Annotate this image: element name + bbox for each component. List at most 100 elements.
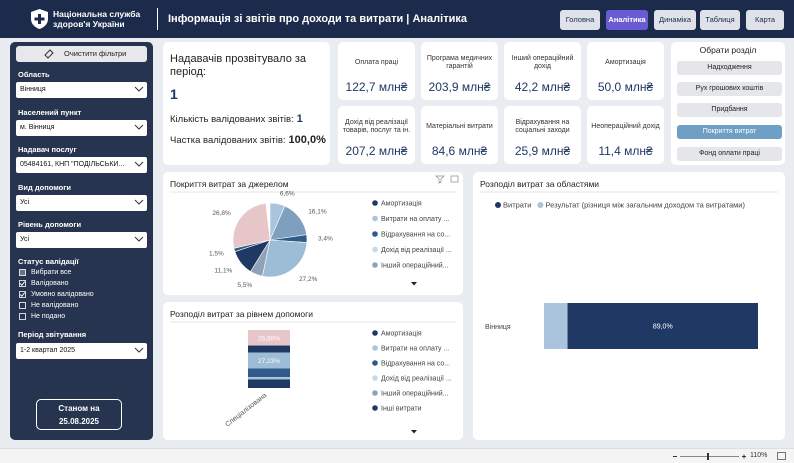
share-value: 100,0% <box>288 134 326 146</box>
kpi-value: 122,7 млн₴ <box>345 80 408 94</box>
eraser-icon <box>44 49 54 59</box>
kpi-card: Матеріальні витрати 84,6 млн₴ <box>421 106 498 164</box>
nav-button[interactable]: Карта <box>746 10 784 30</box>
legend-label: Витрати на оплату ... <box>381 216 449 223</box>
checkbox-label: Не подано <box>31 313 66 320</box>
chart: Розподіл витрат за областями Витрати Резул… <box>480 179 778 349</box>
section-title: Обрати розділ <box>699 45 757 55</box>
kpi-card: Амортизація 50,0 млн₴ <box>587 42 664 100</box>
filter-label: Область <box>18 70 50 79</box>
kpi-value: 50,0 млн₴ <box>597 80 654 94</box>
as-of-label: Станом на <box>58 404 100 413</box>
column-segment <box>248 376 290 380</box>
providers-value: 1 <box>170 86 178 102</box>
section-button[interactable]: Надходження <box>677 61 782 75</box>
checkbox-tick <box>19 292 26 297</box>
slice-label: 16,1% <box>308 208 327 215</box>
chevron <box>134 199 144 205</box>
dropdown[interactable]: Усі <box>16 232 147 248</box>
header: Національна служба здоров'я України Інфор… <box>0 0 794 38</box>
zoom-in <box>742 454 746 459</box>
legend-dot <box>372 345 378 351</box>
legend-scroll-arrow <box>411 430 417 434</box>
chevron <box>134 236 144 242</box>
legend-dot <box>372 200 378 206</box>
dropdown[interactable]: Усі <box>16 195 147 211</box>
kpi-value: 25,9 млн₴ <box>514 144 571 158</box>
slice-label: 1,5% <box>209 250 224 257</box>
legend-dot <box>372 330 378 336</box>
chart: Розподіл витрат за рівнем допомоги 27,23%… <box>170 309 456 434</box>
checkbox <box>19 302 26 309</box>
section-picker: Обрати розділ Надходження Рух грошових кош… <box>671 42 785 165</box>
page-title: Інформація зі звітів про доходи та витра… <box>168 13 467 25</box>
legend-dot <box>372 231 378 237</box>
column-segment <box>248 352 290 369</box>
legend-dot <box>372 390 378 396</box>
dropdown-value: 1-2 квартал 2025 <box>20 347 76 354</box>
dropdown[interactable]: 05484161, КНП "ПОДІЛЬСЬКИ... <box>16 157 147 173</box>
kpi-value: 207,2 млн₴ <box>345 144 408 158</box>
nav-button[interactable]: Головна <box>560 10 600 30</box>
kpi-card: Програма медичних гарантій 203,9 млн₴ <box>421 42 498 100</box>
divider <box>157 8 158 30</box>
dropdown-value: Вінниця <box>20 86 46 93</box>
kpi-card: Інший операційний дохід 42,2 млн₴ <box>504 42 581 100</box>
nav-button[interactable]: Таблиця <box>700 10 740 30</box>
dropdown[interactable]: 1-2 квартал 2025 <box>16 343 147 359</box>
zoom-slider <box>673 453 746 460</box>
bar-segment <box>567 303 758 349</box>
kpi-label: Амортизація <box>605 58 646 66</box>
checkbox-box <box>19 313 26 320</box>
slice-label: 6,6% <box>280 191 295 198</box>
section-button[interactable]: Покриття витрат <box>677 125 782 139</box>
clear-filters-button[interactable]: Очистити фільтри <box>16 46 147 62</box>
filter-icon <box>435 175 445 184</box>
kpi-label: Дохід від реалізації товарів, послуг та … <box>342 118 411 135</box>
kpi-label: Програма медичних гарантій <box>426 54 493 71</box>
legend-label: Витрати на оплату ... <box>381 346 449 353</box>
segment-label: 26,80% <box>258 335 280 342</box>
legend-label: Інший операційний... <box>381 262 449 270</box>
filter-label: Населений пункт <box>18 108 82 117</box>
section-button[interactable]: Рух грошових коштів <box>677 82 782 96</box>
legend-label: Інші витрати <box>381 405 422 413</box>
pie-slice <box>232 202 271 249</box>
checkbox-label: Валідовано <box>31 280 69 287</box>
chart: Покриття витрат за джерелом 6,6% 16,1% 3,4%… <box>170 175 459 289</box>
focus-icon <box>450 175 459 183</box>
section-button[interactable]: Фонд оплати праці <box>677 147 782 161</box>
as-of-box: Станом на 25.08.2025 <box>36 399 122 430</box>
section-button[interactable]: Придбання <box>677 103 782 117</box>
legend-dot <box>495 202 501 208</box>
nav-button[interactable]: Аналітика <box>606 10 648 30</box>
nav-button[interactable]: Динаміка <box>654 10 696 30</box>
logo-cross <box>34 14 45 24</box>
checkbox-label: Не валідовано <box>31 302 79 309</box>
kpi-card: Відрахування на соціальні заходи 25,9 млн… <box>504 106 581 164</box>
slider-thumb <box>707 453 709 460</box>
chevron-line <box>134 347 144 353</box>
checkbox-tick <box>19 281 26 286</box>
legend-label: Амортизація <box>381 200 422 208</box>
legend-dot <box>372 405 378 411</box>
validated-row: Кількість валідованих звітів: 1 <box>170 113 328 126</box>
chart-card: Розподіл витрат за областями Витрати Резул… <box>473 172 785 440</box>
filter-label: Надавач послуг <box>18 145 77 154</box>
legend-dot <box>372 246 378 253</box>
segment-label: 27,23% <box>258 358 280 365</box>
checkbox <box>19 280 26 287</box>
checkbox <box>19 269 26 276</box>
dropdown-value: м. Вінниця <box>20 124 55 131</box>
dropdown[interactable]: Вінниця <box>16 82 147 98</box>
chart-title: Покриття витрат за джерелом <box>170 179 289 189</box>
kpi-value: 203,9 млн₴ <box>428 80 491 94</box>
dropdown-value: 05484161, КНП "ПОДІЛЬСЬКИ... <box>20 161 125 168</box>
legend-dot <box>372 360 378 366</box>
slice-label: 26,8% <box>212 210 231 217</box>
dropdown[interactable]: м. Вінниця <box>16 120 147 136</box>
column-segment <box>248 379 290 388</box>
bar-segment <box>544 303 568 349</box>
clear-filters-label: Очистити фільтри <box>64 49 127 58</box>
